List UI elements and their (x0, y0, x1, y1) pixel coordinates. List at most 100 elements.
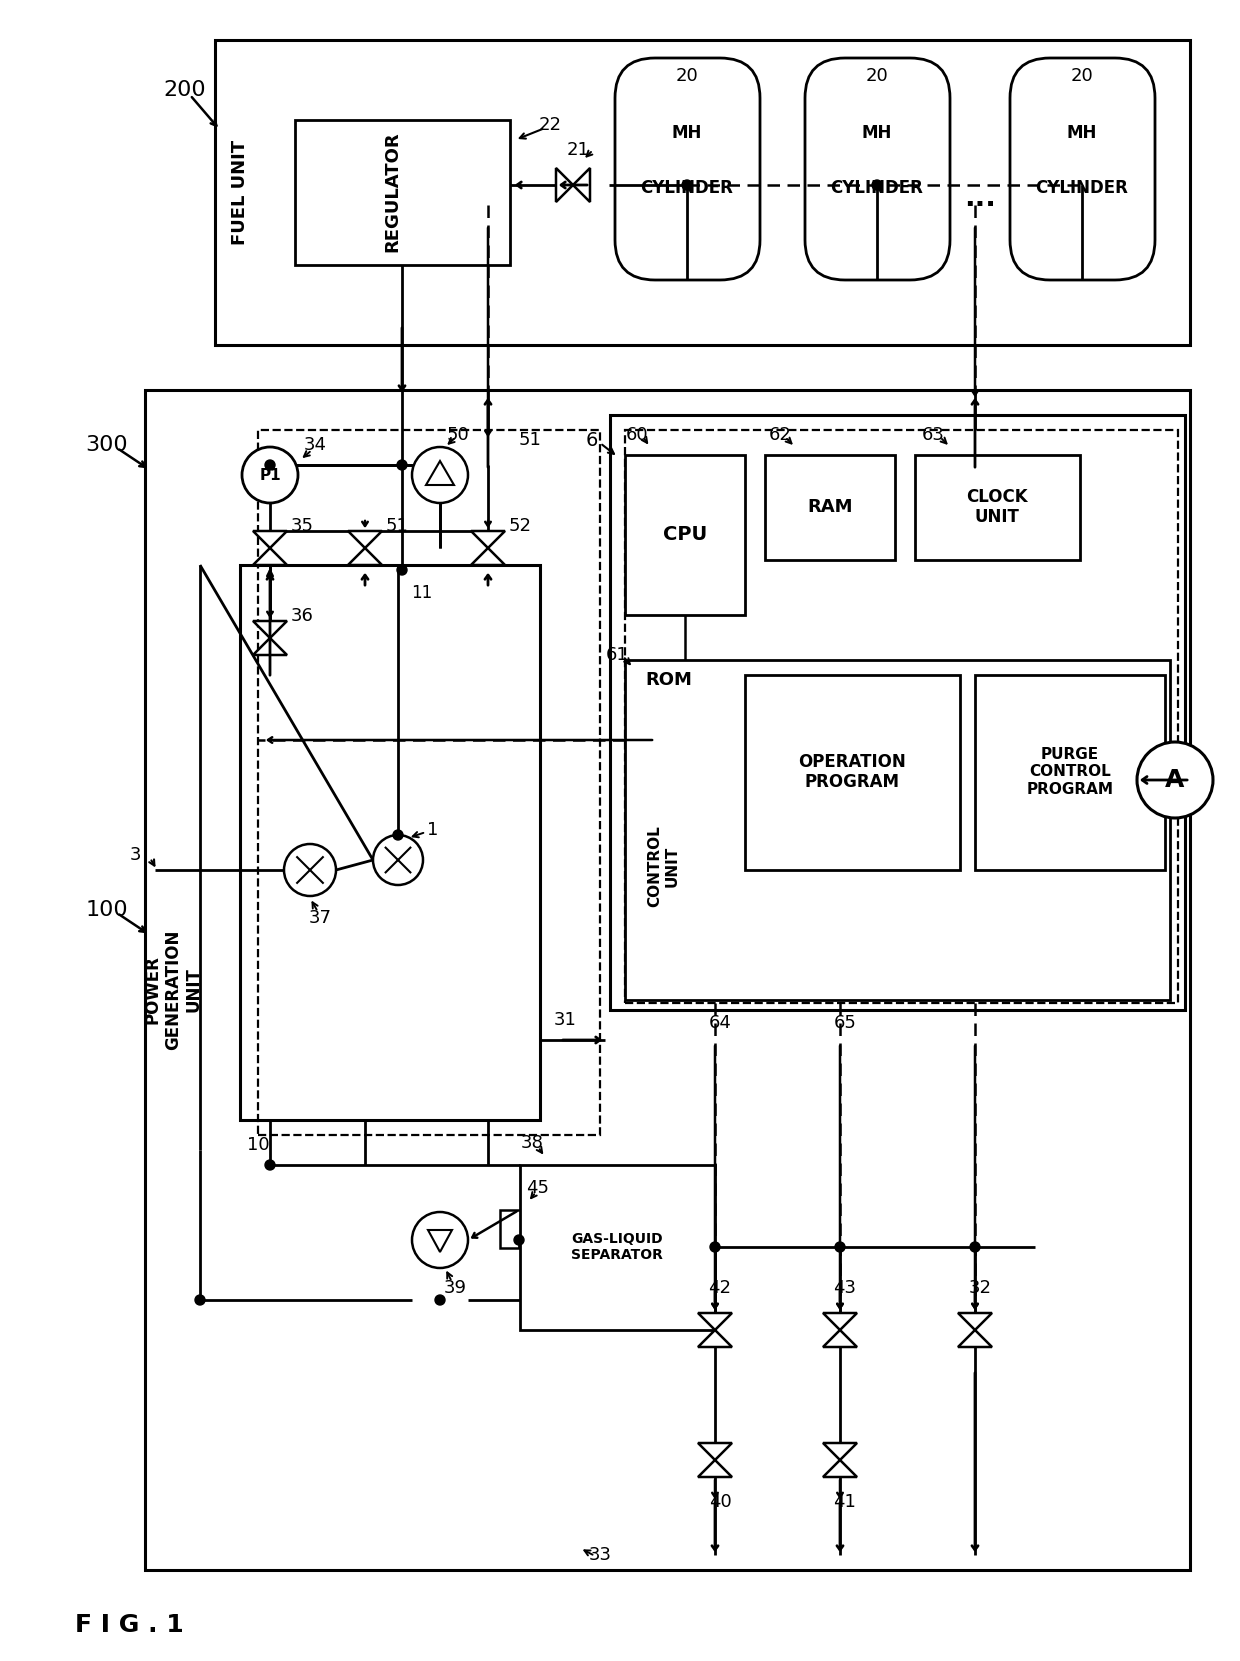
Polygon shape (253, 532, 286, 548)
Text: 10: 10 (247, 1136, 269, 1154)
Text: 20: 20 (676, 66, 698, 85)
Text: P1: P1 (259, 467, 280, 482)
FancyBboxPatch shape (745, 674, 960, 870)
Text: F I G . 1: F I G . 1 (74, 1613, 184, 1638)
Text: MH: MH (1066, 125, 1097, 141)
Text: 20: 20 (1070, 66, 1094, 85)
Text: 3: 3 (129, 845, 141, 864)
Text: 100: 100 (86, 900, 128, 920)
Circle shape (265, 460, 275, 470)
Polygon shape (348, 548, 382, 565)
Text: FUEL UNIT: FUEL UNIT (231, 140, 249, 244)
Text: 6: 6 (585, 430, 598, 450)
FancyBboxPatch shape (625, 659, 1171, 1000)
Text: 300: 300 (86, 435, 128, 455)
Text: PURGE
CONTROL
PROGRAM: PURGE CONTROL PROGRAM (1027, 747, 1114, 797)
Polygon shape (253, 548, 286, 565)
Text: 1: 1 (428, 821, 439, 839)
Text: GAS-LIQUID
SEPARATOR: GAS-LIQUID SEPARATOR (572, 1232, 663, 1262)
Polygon shape (253, 638, 286, 654)
FancyBboxPatch shape (500, 1209, 538, 1247)
Text: 37: 37 (309, 909, 331, 927)
Text: 31: 31 (553, 1012, 577, 1030)
FancyBboxPatch shape (915, 455, 1080, 560)
Circle shape (397, 460, 407, 470)
Polygon shape (253, 621, 286, 638)
Polygon shape (348, 532, 382, 548)
FancyBboxPatch shape (805, 58, 950, 281)
FancyBboxPatch shape (145, 390, 1190, 1570)
Circle shape (242, 447, 298, 503)
Circle shape (412, 1213, 467, 1267)
Text: ...: ... (963, 184, 996, 213)
FancyBboxPatch shape (625, 455, 745, 615)
Circle shape (515, 1236, 525, 1246)
Circle shape (373, 835, 423, 885)
Text: MH: MH (862, 125, 893, 141)
Text: 42: 42 (708, 1279, 732, 1297)
Circle shape (711, 1242, 720, 1252)
Polygon shape (698, 1330, 732, 1347)
Text: CLOCK
UNIT: CLOCK UNIT (966, 488, 1028, 527)
FancyBboxPatch shape (295, 120, 510, 266)
Text: REGULATOR: REGULATOR (383, 131, 401, 252)
FancyBboxPatch shape (765, 455, 895, 560)
FancyBboxPatch shape (215, 40, 1190, 345)
Text: 32: 32 (968, 1279, 992, 1297)
Polygon shape (959, 1312, 992, 1330)
Polygon shape (427, 462, 454, 485)
Text: CYLINDER: CYLINDER (831, 179, 924, 198)
Polygon shape (471, 548, 505, 565)
Text: 34: 34 (304, 435, 326, 453)
Text: 63: 63 (921, 425, 945, 443)
Text: ROM: ROM (645, 671, 692, 689)
FancyBboxPatch shape (975, 674, 1166, 870)
Text: 64: 64 (708, 1013, 732, 1031)
Text: 38: 38 (521, 1134, 543, 1153)
Text: 60: 60 (626, 425, 649, 443)
Circle shape (397, 565, 407, 575)
Circle shape (195, 1296, 205, 1306)
Circle shape (1137, 742, 1213, 817)
Text: 62: 62 (769, 425, 791, 443)
Text: CYLINDER: CYLINDER (641, 179, 733, 198)
Text: CONTROL
UNIT: CONTROL UNIT (647, 826, 680, 907)
Text: 200: 200 (164, 80, 206, 100)
Text: 43: 43 (833, 1279, 857, 1297)
Text: 51: 51 (386, 517, 408, 535)
Polygon shape (471, 532, 505, 548)
Circle shape (970, 1242, 980, 1252)
FancyBboxPatch shape (520, 1164, 715, 1330)
Circle shape (435, 1296, 445, 1306)
Polygon shape (428, 1231, 453, 1252)
Text: 35: 35 (290, 517, 314, 535)
Text: OPERATION
PROGRAM: OPERATION PROGRAM (799, 752, 906, 791)
Circle shape (393, 830, 403, 840)
Polygon shape (698, 1443, 732, 1460)
Polygon shape (823, 1460, 857, 1477)
Text: 45: 45 (527, 1179, 549, 1198)
FancyBboxPatch shape (610, 415, 1185, 1010)
Text: 51: 51 (518, 430, 542, 448)
Text: 22: 22 (538, 116, 562, 135)
Polygon shape (823, 1443, 857, 1460)
Circle shape (265, 1159, 275, 1169)
Text: 41: 41 (833, 1493, 857, 1512)
Text: 50: 50 (446, 425, 470, 443)
Circle shape (412, 447, 467, 503)
Text: 11: 11 (412, 585, 433, 601)
Polygon shape (959, 1330, 992, 1347)
Text: POWER
GENERATION
UNIT: POWER GENERATION UNIT (143, 930, 203, 1050)
Text: 52: 52 (508, 517, 532, 535)
Text: RAM: RAM (807, 498, 853, 517)
Circle shape (682, 179, 692, 189)
Text: 21: 21 (567, 141, 589, 159)
Polygon shape (556, 168, 573, 203)
Text: CPU: CPU (663, 525, 707, 545)
Circle shape (284, 844, 336, 895)
Circle shape (835, 1242, 844, 1252)
FancyBboxPatch shape (615, 58, 760, 281)
Text: MH: MH (672, 125, 702, 141)
Text: 20: 20 (866, 66, 888, 85)
Polygon shape (823, 1312, 857, 1330)
